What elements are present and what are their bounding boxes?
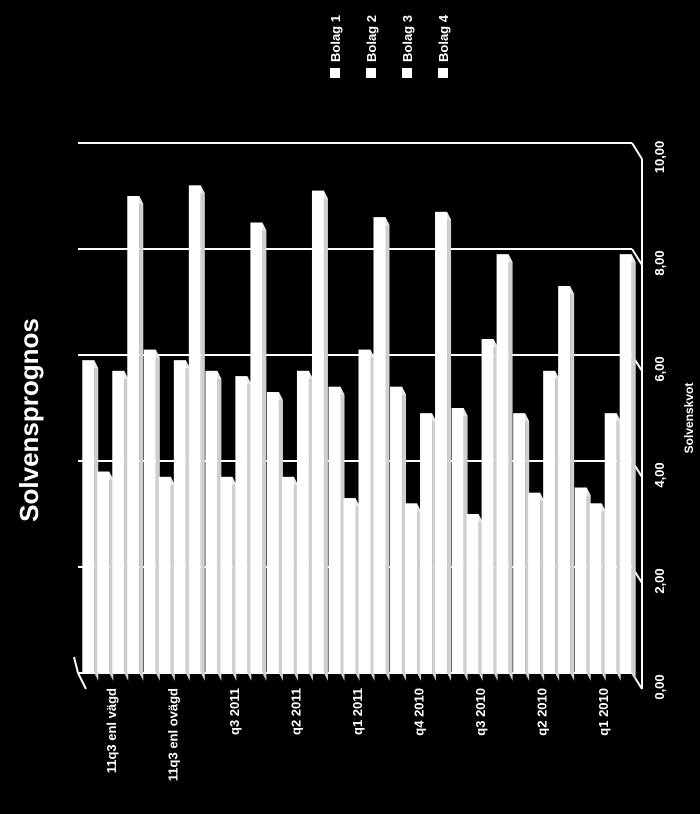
- bar: [604, 413, 617, 673]
- bar: [173, 360, 186, 673]
- bar: [328, 386, 341, 673]
- bar: [420, 413, 433, 673]
- legend-swatch: [330, 68, 340, 78]
- tick-label: 0,00: [652, 674, 667, 699]
- bar-side: [447, 211, 452, 681]
- bar: [589, 503, 602, 673]
- tick-label: 8,00: [652, 250, 667, 275]
- bar: [373, 217, 386, 673]
- category-label: 11q3 enl ovägd: [165, 688, 180, 781]
- legend-label: Bolag 4: [436, 14, 451, 62]
- bar: [97, 471, 110, 673]
- bar: [220, 476, 233, 673]
- category-label: q2 2010: [535, 688, 550, 736]
- bar-side: [508, 254, 513, 682]
- category-label: q3 2010: [473, 688, 488, 736]
- bar: [496, 254, 509, 674]
- bar: [543, 370, 556, 673]
- bar: [343, 498, 356, 673]
- legend-label: Bolag 2: [364, 15, 379, 62]
- category-label: q2 2011: [288, 688, 303, 735]
- legend-swatch: [438, 68, 448, 78]
- bars: [82, 185, 636, 682]
- bar: [266, 392, 279, 673]
- bar: [127, 196, 140, 673]
- legend-swatch: [366, 68, 376, 78]
- floor-edge: [73, 656, 87, 690]
- category-label: q1 2010: [596, 688, 611, 736]
- bar-side: [262, 222, 267, 681]
- tick-label: 10,00: [652, 141, 667, 174]
- bar: [250, 222, 263, 673]
- bar: [481, 339, 494, 673]
- category-label: 11q3 enl vägd: [104, 688, 119, 773]
- category-label: q1 2011: [350, 688, 365, 735]
- legend: Bolag 1 Bolag 2 Bolag 3 Bolag 4: [328, 14, 451, 78]
- bar: [82, 360, 95, 673]
- category-label: q3 2011: [227, 688, 242, 735]
- bar: [528, 492, 541, 673]
- bar-side: [570, 286, 575, 681]
- legend-swatch: [402, 68, 412, 78]
- labels: 0,00 2,00 4,00 6,00 8,00 10,00 11q3 enl vägd 11…: [104, 141, 667, 781]
- bar-side: [139, 196, 144, 681]
- tick-label: 4,00: [652, 462, 667, 487]
- bar: [558, 286, 571, 673]
- bar: [513, 413, 526, 673]
- tick-label: 2,00: [652, 568, 667, 593]
- bar: [158, 476, 171, 673]
- gridline-depth: [631, 142, 643, 160]
- bar-side: [631, 254, 636, 682]
- bar: [112, 370, 125, 673]
- bar: [435, 211, 448, 673]
- chart-title: Solvensprognos: [14, 318, 44, 522]
- bar: [188, 185, 201, 673]
- category-label: q4 2010: [412, 688, 427, 736]
- bar: [466, 514, 479, 673]
- bar-side: [200, 185, 205, 681]
- bar: [451, 408, 464, 673]
- bar: [143, 349, 156, 673]
- legend-label: Bolag 1: [328, 15, 343, 62]
- x-axis-title: Solvenskvot: [682, 383, 696, 454]
- bar: [574, 487, 587, 673]
- gridline-depth: [631, 248, 643, 266]
- bar: [205, 370, 218, 673]
- bar-side: [124, 370, 129, 681]
- tick-label: 6,00: [652, 356, 667, 381]
- bar: [619, 254, 632, 674]
- bar-side: [385, 217, 390, 681]
- bar: [358, 349, 371, 673]
- bar-side: [323, 190, 328, 681]
- bar: [235, 376, 248, 673]
- bar: [390, 386, 403, 673]
- bar: [311, 190, 324, 673]
- legend-label: Bolag 3: [400, 15, 415, 62]
- bar: [281, 476, 294, 673]
- bar: [296, 370, 309, 673]
- bar: [405, 503, 418, 673]
